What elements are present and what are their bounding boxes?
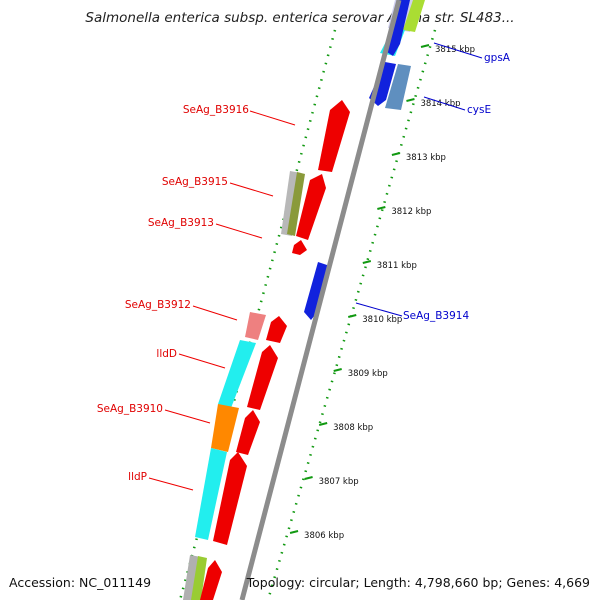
kbp-tick <box>406 98 415 102</box>
genome-backbone <box>239 0 402 600</box>
gene-arrow-SeAg_B3913 <box>292 240 307 255</box>
kbp-tick <box>420 44 430 48</box>
kbp-tick <box>289 530 299 534</box>
kbp-tick <box>318 422 328 426</box>
gene-arrow-lldD <box>247 345 278 410</box>
gene-label: gpsA <box>484 52 511 64</box>
kbp-tick-label: 3813 kbp <box>406 153 446 163</box>
gene-label: SeAg_B3914 <box>403 310 469 322</box>
kbp-tick <box>362 260 372 264</box>
gene-label: lldP <box>128 471 147 483</box>
kbp-tick <box>391 152 401 156</box>
label-leaders <box>148 42 483 491</box>
gene-arrow-SeAg_B3914 <box>304 262 330 320</box>
gene-arrow-lldP <box>213 452 247 545</box>
gene-labels-left: SeAg_B3916 SeAg_B3915 SeAg_B3913 SeAg_B3… <box>97 104 249 483</box>
gene-labels-right: gpsA cysE SeAg_B3914 <box>403 52 511 322</box>
kbp-tick <box>333 368 342 372</box>
kbp-tick-label: 3810 kbp <box>362 315 402 325</box>
gene-label: lldD <box>156 348 177 360</box>
kbp-tick <box>377 206 386 210</box>
gene-label: cysE <box>467 104 491 116</box>
gene-label: SeAg_B3916 <box>183 104 249 116</box>
accession-text: Accession: NC_011149 <box>9 575 152 590</box>
gene-label: SeAg_B3913 <box>148 217 214 229</box>
kbp-tick-label: 3809 kbp <box>348 369 388 379</box>
gene-label: SeAg_B3912 <box>125 299 191 311</box>
kbp-tick-label: 3808 kbp <box>333 423 373 433</box>
kbp-tick-label: 3811 kbp <box>377 261 417 271</box>
kbp-tick-label: 3806 kbp <box>304 531 344 541</box>
kbp-tick-label: 3814 kbp <box>420 99 460 109</box>
gene-arrow-SeAg_B3910 <box>236 410 260 455</box>
gene-arrow-SeAg_B3916 <box>318 100 350 172</box>
gene-arrow-SeAg_B3912 <box>266 316 287 343</box>
kbp-tick <box>304 476 313 480</box>
kbp-tick-label: 3812 kbp <box>391 207 431 217</box>
kbp-tick-label: 3807 kbp <box>319 477 359 487</box>
forward-gene-arrows <box>200 100 350 600</box>
gene-label: SeAg_B3915 <box>162 176 228 188</box>
gene-label: SeAg_B3910 <box>97 403 163 415</box>
kbp-tick <box>348 314 357 318</box>
gene-arrow-SeAg_B3915 <box>296 174 326 240</box>
summary-text: Topology: circular; Length: 4,798,660 bp… <box>246 575 590 590</box>
